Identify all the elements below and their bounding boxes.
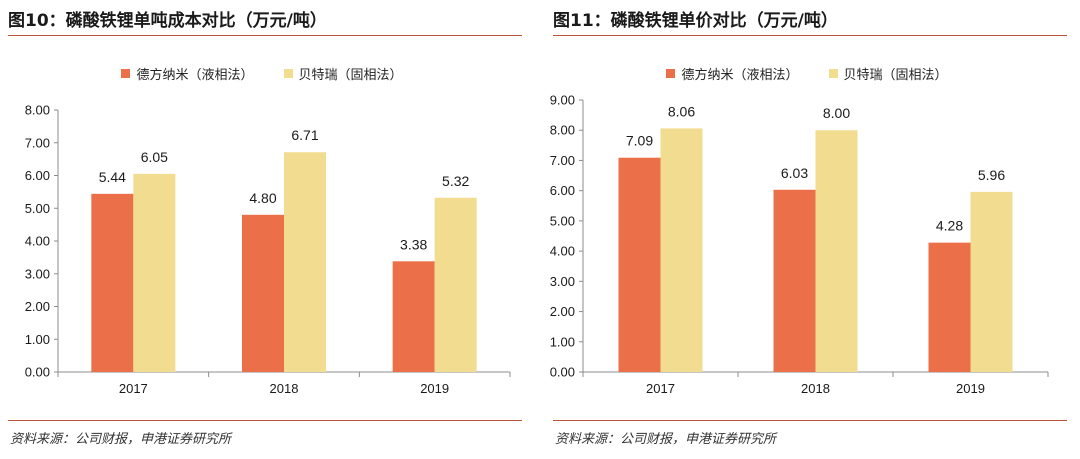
y-tick-label: 4.00 — [550, 244, 575, 259]
bar-2 — [660, 128, 703, 372]
x-tick-label: 2019 — [420, 381, 449, 396]
bar-1 — [242, 214, 284, 372]
legend-swatch-series-1 — [121, 69, 131, 78]
legend-item-series-2: 贝特瑞（固相法） — [828, 64, 948, 83]
data-label: 4.28 — [936, 218, 963, 234]
legend-swatch-series-1 — [666, 69, 676, 78]
y-tick-label: 4.00 — [25, 234, 50, 249]
legend-swatch-series-2 — [828, 69, 838, 78]
bar-1 — [91, 193, 134, 372]
x-tick-label: 2018 — [270, 381, 299, 396]
y-tick-label: 2.00 — [550, 304, 575, 319]
y-tick-label: 6.00 — [25, 168, 50, 183]
x-tick-label: 2019 — [956, 381, 985, 396]
y-tick-label: 0.00 — [25, 365, 50, 380]
source-note: 资料来源：公司财报，申港证券研究所 — [10, 432, 232, 447]
bar-chart-cost: 0.00 1.00 2.00 3.00 4.00 5.00 6.00 7.00 8.00 2017… — [25, 103, 511, 396]
chart-title: 图11：磷酸铁锂单价对比（万元/吨） — [553, 11, 838, 31]
bar-2 — [133, 173, 176, 372]
footer-divider — [8, 420, 522, 421]
y-tick-label: 3.00 — [550, 274, 575, 289]
y-tick-label: 3.00 — [25, 266, 50, 281]
y-tick-label: 7.00 — [25, 135, 50, 150]
title-divider — [553, 35, 1067, 36]
source-note: 资料来源：公司财报，申港证券研究所 — [555, 432, 777, 447]
y-tick-label: 6.00 — [550, 183, 575, 198]
bar-2 — [284, 152, 326, 372]
data-label: 3.38 — [400, 236, 427, 252]
bar-2 — [434, 197, 477, 372]
bar-1 — [928, 242, 971, 372]
chart-panel-price: 图11：磷酸铁锂单价对比（万元/吨） 德方纳米（液相法） 贝特瑞（固相法） 0.… — [545, 0, 1069, 459]
chart-title: 图10：磷酸铁锂单吨成本对比（万元/吨） — [8, 11, 327, 31]
y-tick-label: 0.00 — [550, 365, 575, 380]
y-tick-label: 9.00 — [550, 93, 575, 108]
data-label: 6.05 — [141, 149, 168, 165]
bar-2 — [815, 130, 858, 372]
legend-label-series-1: 德方纳米（液相法） — [681, 68, 799, 83]
y-tick-label: 7.00 — [550, 153, 575, 168]
bar-1 — [618, 157, 661, 372]
bar-1 — [392, 261, 435, 372]
y-tick-label: 5.00 — [550, 213, 575, 228]
bar-2 — [970, 191, 1013, 372]
chart-panel-cost: 图10：磷酸铁锂单吨成本对比（万元/吨） 德方纳米（液相法） 贝特瑞（固相法） … — [0, 0, 524, 459]
legend-label-series-1: 德方纳米（液相法） — [136, 68, 254, 83]
x-tick-label: 2018 — [801, 381, 830, 396]
y-tick-label: 1.00 — [550, 334, 575, 349]
x-tick-label: 2017 — [119, 381, 148, 396]
legend-swatch-series-2 — [283, 69, 293, 78]
chart-legend: 德方纳米（液相法） 贝特瑞（固相法） — [0, 64, 524, 83]
data-label: 6.03 — [781, 165, 808, 181]
y-tick-label: 2.00 — [25, 299, 50, 314]
chart-legend: 德方纳米（液相法） 贝特瑞（固相法） — [545, 64, 1069, 83]
data-label: 8.06 — [668, 103, 695, 119]
y-tick-label: 5.00 — [25, 201, 50, 216]
y-tick-label: 8.00 — [550, 123, 575, 138]
y-tick-label: 1.00 — [25, 332, 50, 347]
bar-1 — [773, 189, 816, 372]
data-label: 4.80 — [249, 190, 276, 206]
data-label: 5.32 — [442, 173, 469, 189]
data-label: 5.44 — [99, 169, 126, 185]
data-label: 8.00 — [823, 105, 850, 121]
data-label: 6.71 — [291, 127, 318, 143]
footer-divider — [553, 420, 1067, 421]
x-tick-label: 2017 — [646, 381, 675, 396]
y-tick-label: 8.00 — [25, 103, 50, 118]
legend-label-series-2: 贝特瑞（固相法） — [298, 68, 403, 83]
legend-item-series-2: 贝特瑞（固相法） — [283, 64, 403, 83]
data-label: 7.09 — [626, 133, 653, 149]
data-label: 5.96 — [978, 167, 1005, 183]
legend-item-series-1: 德方纳米（液相法） — [121, 64, 254, 83]
legend-item-series-1: 德方纳米（液相法） — [666, 64, 799, 83]
legend-label-series-2: 贝特瑞（固相法） — [843, 68, 948, 83]
title-divider — [8, 35, 522, 36]
bar-chart-price: 0.00 1.00 2.00 3.00 4.00 5.00 6.00 7.00 8.00 9.00… — [550, 93, 1049, 396]
